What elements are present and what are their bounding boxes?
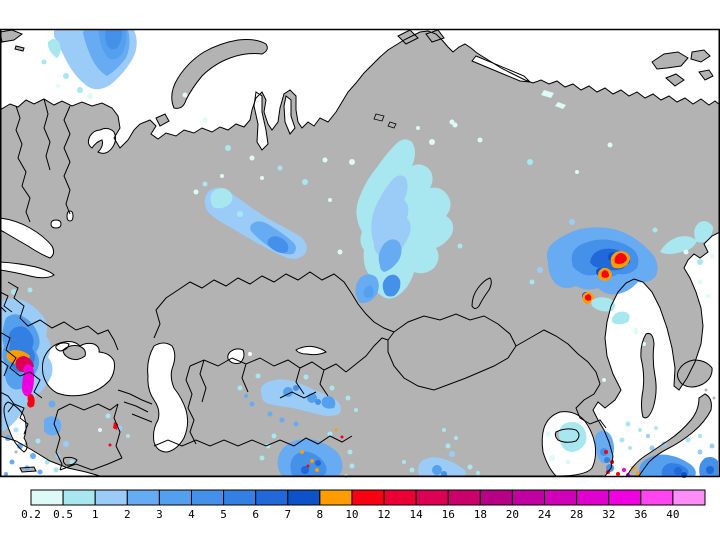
colorbar-label: 32 <box>602 508 615 521</box>
colorbar-segment <box>30 489 64 506</box>
colorbar-segment <box>223 489 257 506</box>
colorbar-label: 36 <box>634 508 647 521</box>
colorbar-label: 16 <box>442 508 455 521</box>
colorbar-segment <box>351 489 385 506</box>
colorbar-segment <box>287 489 321 506</box>
aral-east-lobe <box>248 352 252 356</box>
colorbar-segment <box>640 489 674 506</box>
colorbar-segment <box>415 489 449 506</box>
colorbar-segment <box>94 489 128 506</box>
sea-fills <box>0 56 596 476</box>
colorbar-label: 4 <box>188 508 195 521</box>
colorbar-label: 40 <box>666 508 679 521</box>
colorbar-label: 2 <box>124 508 131 521</box>
precip-okhotsk-storm <box>529 219 714 332</box>
kuril-island-dot <box>712 396 716 400</box>
colorbar-segment <box>319 489 353 506</box>
precip-tibet <box>259 431 355 478</box>
colorbar-segment <box>62 489 96 506</box>
precipitation-shading <box>0 30 718 478</box>
colorbar-segment <box>383 489 417 506</box>
colorbar-segment <box>126 489 160 506</box>
colorbar-segment <box>672 489 706 506</box>
colorbar-segment <box>479 489 513 506</box>
kuril-island-dot <box>704 388 708 392</box>
colorbar-label: 0.5 <box>53 508 73 521</box>
precip-tian-shan <box>237 373 358 439</box>
colorbar: 0.2 0.5 1 2 3 4 5 6 7 8 10 12 14 16 18 20 24 28 32 36 40 <box>21 489 706 521</box>
colorbar-label: 10 <box>345 508 358 521</box>
precip-balkans-storm <box>0 287 130 476</box>
greek-island-dot <box>14 450 18 454</box>
colorbar-segment <box>255 489 289 506</box>
colorbar-label: 5 <box>220 508 227 521</box>
colorbar-segment <box>158 489 192 506</box>
precip-amur-mouth <box>602 311 646 382</box>
precip-kara-coast-specks <box>182 90 613 202</box>
colorbar-label: 12 <box>377 508 390 521</box>
colorbar-segment <box>544 489 578 506</box>
colorbar-label: 18 <box>474 508 487 521</box>
colorbar-segment <box>576 489 610 506</box>
colorbar-segment <box>608 489 642 506</box>
colorbar-label: 7 <box>284 508 291 521</box>
precip-korea-japan-storm <box>545 421 718 478</box>
colorbar-label: 20 <box>506 508 519 521</box>
colorbar-label: 3 <box>156 508 163 521</box>
colorbar-label: 8 <box>317 508 324 521</box>
precip-ural-band <box>193 174 307 259</box>
colorbar-segment <box>190 489 225 506</box>
colorbar-label: 1 <box>92 508 99 521</box>
colorbar-segment <box>447 489 481 506</box>
colorbar-label: 24 <box>538 508 552 521</box>
colorbar-label: 0.2 <box>21 508 41 521</box>
colorbar-label: 28 <box>570 508 583 521</box>
precip-central-siberia <box>337 119 463 304</box>
precip-barents-sea <box>41 30 137 99</box>
colorbar-label: 6 <box>252 508 259 521</box>
colorbar-segment <box>511 489 546 506</box>
colorbar-label: 14 <box>410 508 424 521</box>
